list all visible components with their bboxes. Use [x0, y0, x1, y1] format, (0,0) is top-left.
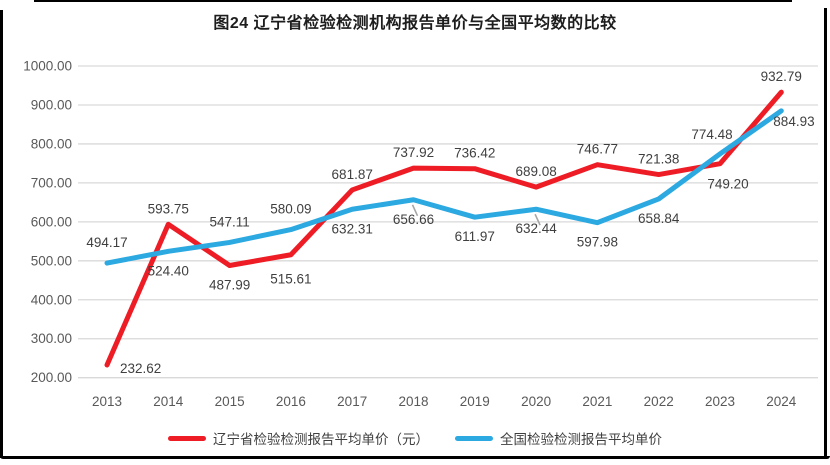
y-tick-label: 1000.00 — [23, 59, 72, 74]
data-label: 736.42 — [454, 146, 495, 161]
data-label: 547.11 — [209, 214, 249, 229]
data-label: 515.61 — [270, 272, 311, 287]
y-tick-label: 200.00 — [31, 370, 72, 385]
data-label: 611.97 — [455, 229, 495, 244]
data-label: 721.38 — [638, 152, 679, 167]
x-tick-label: 2019 — [460, 394, 490, 409]
series-line-1 — [104, 108, 784, 266]
x-tick-label: 2022 — [644, 394, 674, 409]
legend-item-national: 全国检验检测报告平均单价 — [455, 428, 662, 448]
frame-border-bottom — [0, 456, 830, 459]
chart-title: 图24 辽宁省检验检测机构报告单价与全国平均数的比较 — [213, 15, 617, 32]
y-axis-labels: 1000.00 900.00 800.00 700.00 600.00 500.00 400… — [23, 59, 72, 386]
leader-line — [534, 213, 541, 226]
y-tick-label: 800.00 — [31, 136, 72, 151]
y-tick-label: 600.00 — [31, 214, 72, 229]
legend-label-national: 全国检验检测报告平均单价 — [500, 432, 662, 447]
gridlines — [78, 65, 818, 379]
x-tick-label: 2013 — [92, 394, 122, 409]
legend-label-liaoning: 辽宁省检验检测报告平均单价（元） — [213, 432, 429, 447]
y-tick-label: 300.00 — [31, 331, 72, 346]
x-tick-label: 2016 — [276, 394, 306, 409]
x-axis-labels: 2013 2014 2015 2016 2017 2018 2019 2020 2021 2022… — [92, 394, 797, 409]
legend-swatch-blue-line-icon — [455, 435, 493, 441]
data-label: 658.84 — [638, 211, 680, 226]
data-label: 746.77 — [577, 142, 618, 157]
data-label: 632.31 — [332, 221, 373, 236]
data-label: 774.48 — [691, 127, 732, 142]
x-tick-label: 2014 — [153, 394, 184, 409]
data-label: 884.93 — [773, 114, 814, 129]
data-label: 232.62 — [120, 361, 161, 376]
data-label: 632.44 — [515, 221, 557, 236]
data-label: 597.98 — [577, 235, 618, 250]
x-tick-label: 2024 — [766, 394, 797, 409]
x-tick-label: 2018 — [398, 394, 428, 409]
data-label: 689.08 — [515, 164, 556, 179]
data-label: 932.79 — [761, 69, 802, 84]
y-tick-label: 400.00 — [31, 292, 72, 307]
data-label: 749.20 — [707, 177, 748, 192]
y-tick-label: 500.00 — [31, 253, 72, 268]
x-tick-label: 2015 — [215, 394, 245, 409]
chart-legend: 辽宁省检验检测报告平均单价（元） 全国检验检测报告平均单价 — [0, 428, 830, 448]
data-label: 593.75 — [148, 201, 189, 216]
data-label: 737.92 — [393, 145, 434, 160]
leader-line — [411, 204, 419, 217]
data-label: 580.09 — [270, 202, 311, 217]
legend-swatch-red-line-icon — [168, 435, 206, 441]
data-label: 656.66 — [393, 212, 434, 227]
series-line-0 — [104, 89, 784, 368]
series-data-labels-0: 232.62 593.75 487.99 515.61 681.87 737.92 736.… — [120, 69, 802, 376]
y-tick-label: 900.00 — [31, 97, 72, 112]
data-label: 494.17 — [86, 235, 127, 250]
data-label: 487.99 — [209, 277, 250, 292]
frame-border-left — [0, 10, 3, 458]
legend-item-liaoning: 辽宁省检验检测报告平均单价（元） — [168, 428, 429, 448]
frame-border-right — [824, 8, 827, 458]
x-tick-label: 2020 — [521, 394, 551, 409]
data-label: 681.87 — [332, 167, 373, 182]
label-leader-lines — [411, 204, 541, 226]
frame-border-top — [34, 0, 792, 2]
y-tick-label: 700.00 — [31, 175, 72, 190]
x-tick-label: 2023 — [705, 394, 735, 409]
data-label: 524.40 — [148, 263, 189, 278]
x-tick-label: 2017 — [337, 394, 367, 409]
x-tick-label: 2021 — [582, 394, 612, 409]
series-data-labels-1: 494.17 524.40 547.11 580.09 632.31 656.66 611.… — [86, 114, 814, 278]
